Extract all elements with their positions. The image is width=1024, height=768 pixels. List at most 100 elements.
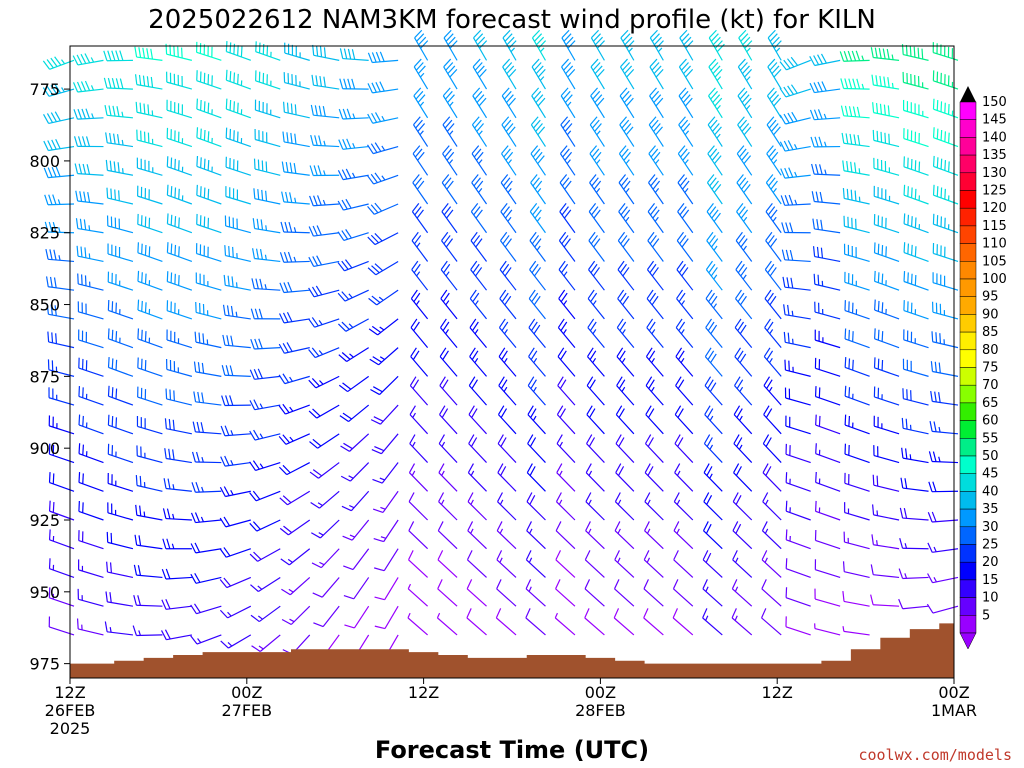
barb-flag — [413, 263, 421, 274]
barb-flag — [564, 123, 573, 132]
barb-flag — [190, 512, 197, 523]
barb-flag — [283, 252, 289, 263]
wind-barb — [618, 174, 635, 205]
barb-flag — [416, 209, 424, 219]
barb-half-flag — [230, 460, 234, 466]
x-tick-label: 12Z — [762, 683, 793, 702]
barb-flag — [620, 58, 628, 68]
barb-flag — [706, 231, 714, 241]
barb-flag — [813, 55, 820, 65]
barb-flag — [932, 481, 937, 492]
wind-barb — [839, 50, 870, 62]
barb-staff — [136, 484, 163, 492]
barb-flag — [137, 328, 140, 339]
barb-staff — [814, 598, 841, 607]
barb-flag — [337, 292, 346, 302]
barb-flag — [504, 33, 513, 42]
barb-half-flag — [533, 357, 538, 363]
barb-flag — [914, 275, 917, 286]
colorbar-label: 90 — [982, 307, 999, 322]
barb-flag — [875, 75, 878, 86]
barb-flag — [286, 132, 289, 143]
barb-flag — [903, 184, 906, 196]
wind-barb — [643, 579, 664, 607]
barb-flag — [282, 342, 289, 353]
barb-flag — [504, 238, 512, 248]
wind-barb — [367, 112, 399, 124]
wind-barb — [672, 579, 694, 607]
barb-flag — [337, 200, 344, 211]
barb-flag — [109, 160, 112, 172]
barb-flag — [224, 455, 230, 466]
barb-flag — [346, 138, 352, 149]
barb-flag — [768, 119, 777, 129]
barb-flag — [623, 151, 631, 161]
wind-barb — [843, 215, 870, 234]
barb-flag — [853, 134, 857, 145]
barb-flag — [676, 289, 684, 299]
barb-flag — [172, 449, 175, 460]
wind-barb — [137, 242, 163, 263]
barb-flag — [439, 347, 447, 357]
barb-flag — [308, 226, 314, 237]
barb-staff — [526, 530, 546, 550]
barb-flag — [471, 408, 478, 418]
wind-barb — [733, 463, 753, 492]
barb-staff — [499, 298, 517, 320]
barb-flag — [708, 87, 716, 97]
wind-barb — [279, 519, 311, 536]
wind-barb — [107, 473, 134, 492]
barb-flag — [443, 58, 452, 68]
barb-flag — [476, 123, 484, 132]
barb-flag — [703, 463, 710, 473]
barb-flag — [253, 551, 262, 560]
barb-flag — [54, 83, 62, 94]
barb-flag — [83, 191, 87, 203]
wind-barb — [497, 492, 517, 521]
wind-barb — [898, 568, 929, 580]
barb-flag — [555, 521, 562, 532]
colorbar-swatch — [959, 190, 977, 209]
barb-flag — [51, 332, 54, 343]
colorbar-swatch — [959, 225, 977, 244]
barb-staff — [618, 182, 635, 205]
barb-staff — [558, 298, 576, 320]
barb-staff — [902, 576, 929, 580]
wind-barb — [674, 405, 694, 435]
barb-staff — [196, 605, 222, 615]
wind-barb — [530, 174, 546, 205]
barb-staff — [762, 472, 782, 492]
barb-flag — [339, 415, 349, 423]
barb-flag — [716, 43, 725, 53]
barb-flag — [252, 460, 260, 470]
barb-flag — [72, 55, 79, 66]
barb-flag — [110, 188, 113, 200]
barb-staff — [674, 472, 694, 492]
barb-flag — [505, 123, 514, 132]
barb-flag — [762, 492, 769, 502]
barb-flag — [479, 40, 488, 49]
barb-flag — [166, 184, 169, 196]
barb-flag — [708, 292, 715, 303]
barb-flag — [592, 119, 600, 129]
barb-staff — [255, 109, 281, 119]
barb-flag — [278, 374, 286, 384]
wind-barb — [105, 159, 134, 176]
barb-flag — [787, 112, 794, 123]
barb-staff — [679, 37, 694, 61]
barb-staff — [673, 501, 694, 521]
barb-flag — [770, 180, 778, 190]
barb-flag — [744, 68, 753, 78]
wind-barb — [815, 443, 841, 464]
barb-flag — [679, 235, 687, 245]
barb-flag — [417, 94, 426, 103]
barb-flag — [472, 321, 479, 332]
wind-barb — [648, 174, 664, 205]
barb-flag — [731, 608, 737, 619]
barb-half-flag — [380, 536, 387, 539]
wind-barb — [761, 579, 782, 607]
barb-flag — [855, 50, 861, 61]
barb-staff — [350, 490, 370, 512]
y-tick-label: 875 — [29, 367, 60, 386]
colorbar-swatch — [959, 508, 977, 528]
